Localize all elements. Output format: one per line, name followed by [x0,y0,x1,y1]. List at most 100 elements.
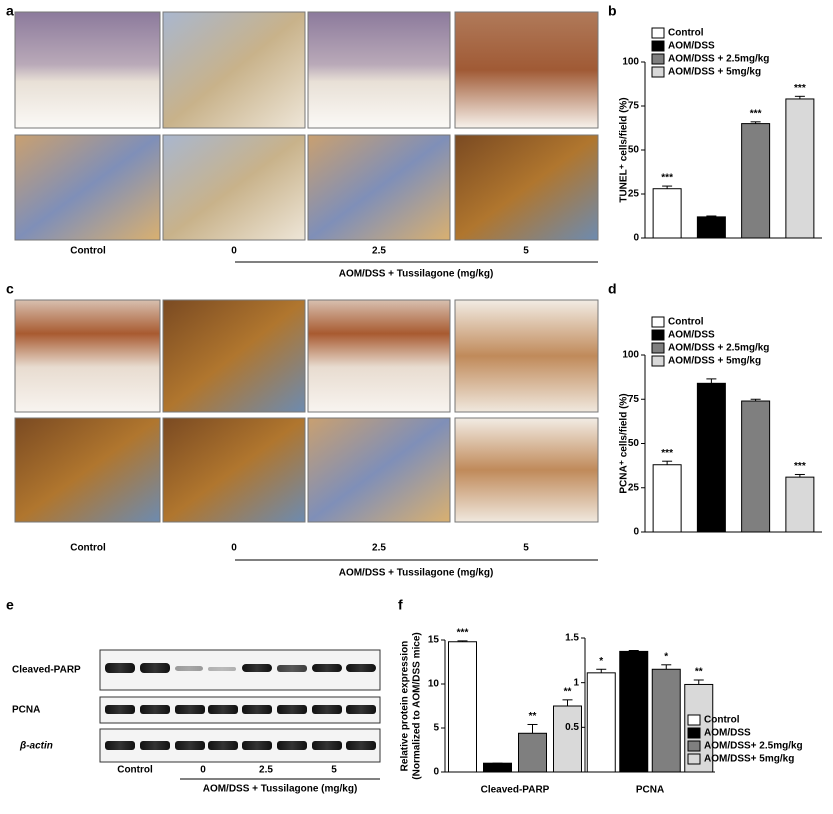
y-tick-label: 25 [628,189,640,200]
legend-label: AOM/DSS+ 5mg/kg [704,754,794,765]
bar [696,216,726,239]
y-tick-label: 100 [622,350,639,361]
caption: 5 [331,765,337,776]
legend-swatch [687,727,701,739]
image [14,134,161,241]
significance: * [599,656,603,667]
y-axis-label: PCNA⁺ cells/field (%) [619,393,630,493]
group-lines [180,261,598,780]
legend-swatch [687,714,701,726]
panel-c-images [14,299,599,523]
y-tick-label: 1 [573,677,579,688]
panel-label: a [6,3,14,19]
legend-label: AOM/DSS + 5mg/kg [668,67,761,78]
bar [518,732,547,773]
panel-label: c [6,281,14,297]
group-label: AOM/DSS + Tussilagone (mg/kg) [203,784,358,795]
y-tick-label: 50 [628,145,640,156]
y-tick-label: 5 [433,723,439,734]
legend-label: AOM/DSS [668,41,715,52]
caption: 0 [231,246,237,257]
image [307,11,451,129]
y-tick-label: 100 [622,57,639,68]
y-tick-label: 1.5 [565,633,579,644]
y-tick-label: 75 [628,394,640,405]
blot-label: β-actin [19,741,53,752]
caption: Control [70,543,106,554]
legend-label: AOM/DSS [668,330,715,341]
legend-label: Control [668,317,704,328]
significance: *** [794,83,806,94]
significance: *** [750,108,762,119]
legend-label: Control [704,715,740,726]
y-tick-label: 25 [628,482,640,493]
bar [652,188,682,239]
image [307,417,451,523]
legend-swatch [651,66,665,78]
panel-label: f [398,597,403,613]
significance: ** [529,711,537,722]
legend-swatch [651,342,665,354]
blot-label: Cleaved-PARP [12,665,81,676]
bar [448,641,477,773]
legend-label: AOM/DSS [704,728,751,739]
y-tick-label: 15 [428,635,440,646]
significance: * [664,651,668,662]
image [14,299,161,413]
blot-label: PCNA [12,705,40,716]
caption: 0 [231,543,237,554]
legend-swatch [651,40,665,52]
group-label: AOM/DSS + Tussilagone (mg/kg) [339,568,494,579]
x-axis-label: PCNA [636,785,664,796]
caption: 0 [200,765,206,776]
significance: ** [695,667,703,678]
caption: 2.5 [259,765,273,776]
legend-label: AOM/DSS + 2.5mg/kg [668,54,769,65]
y-tick-label: 0 [633,233,639,244]
bar [741,400,771,533]
caption: 2.5 [372,543,386,554]
significance: *** [794,461,806,472]
legend-swatch [651,316,665,328]
x-axis-label: Cleaved-PARP [481,785,550,796]
significance: ** [564,686,572,697]
y-axis-label: Relative protein expression [400,641,411,772]
image [162,11,306,129]
legend-swatch [687,740,701,752]
legend-swatch [651,27,665,39]
bar [785,476,815,533]
caption: Control [70,246,106,257]
image [307,299,451,413]
significance: *** [457,628,469,639]
image [454,417,599,523]
bar [652,464,682,533]
panel-a-images [14,11,599,241]
image [454,11,599,129]
legend-swatch [651,355,665,367]
y-tick-label: 0 [433,767,439,778]
bar [483,762,512,773]
image [162,134,306,241]
y-axis-label: TUNEL⁺ cells/field (%) [619,97,630,202]
caption: Control [117,765,153,776]
significance: *** [661,173,673,184]
panel-label: d [608,281,617,297]
y-tick-label: 75 [628,101,640,112]
image [454,134,599,241]
image [454,299,599,413]
image [14,11,161,129]
group-label: AOM/DSS + Tussilagone (mg/kg) [339,269,494,280]
legend-label: AOM/DSS+ 2.5mg/kg [704,741,803,752]
legend-label: AOM/DSS + 2.5mg/kg [668,343,769,354]
legend-swatch [651,53,665,65]
bar [696,382,726,533]
bar [741,123,771,239]
y-axis-label: (Normalized to AOM/DSS mice) [412,632,423,779]
y-tick-label: 50 [628,438,640,449]
legend-label: Control [668,28,704,39]
legend-swatch [651,329,665,341]
y-tick-label: 10 [428,679,440,690]
significance: *** [661,448,673,459]
